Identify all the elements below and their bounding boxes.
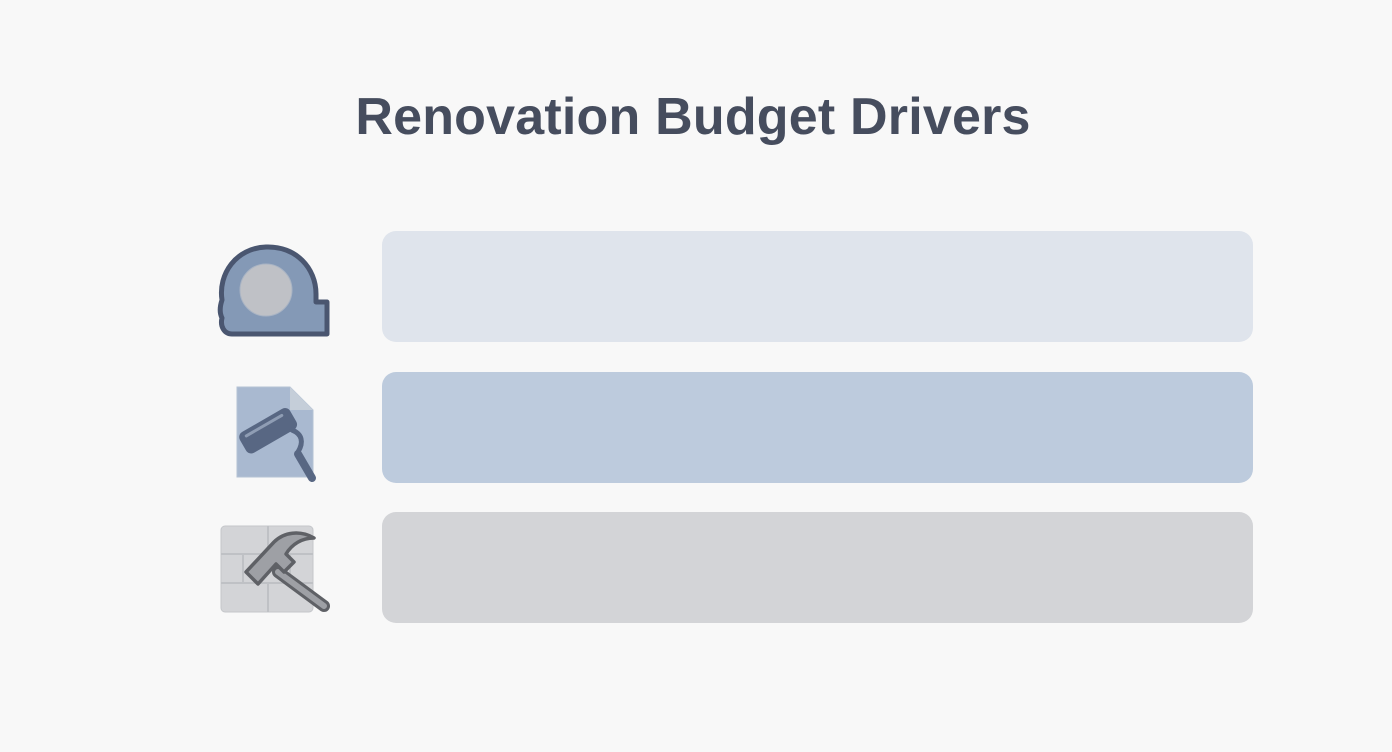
tape-measure-icon	[214, 242, 334, 340]
paint-roller-document-icon	[232, 382, 318, 486]
budget-driver-bar-1	[382, 231, 1253, 342]
budget-driver-bar-3	[382, 512, 1253, 623]
page-title: Renovation Budget Drivers	[355, 88, 1031, 146]
hammer-brick-icon	[218, 522, 336, 618]
budget-driver-bar-2	[382, 372, 1253, 483]
